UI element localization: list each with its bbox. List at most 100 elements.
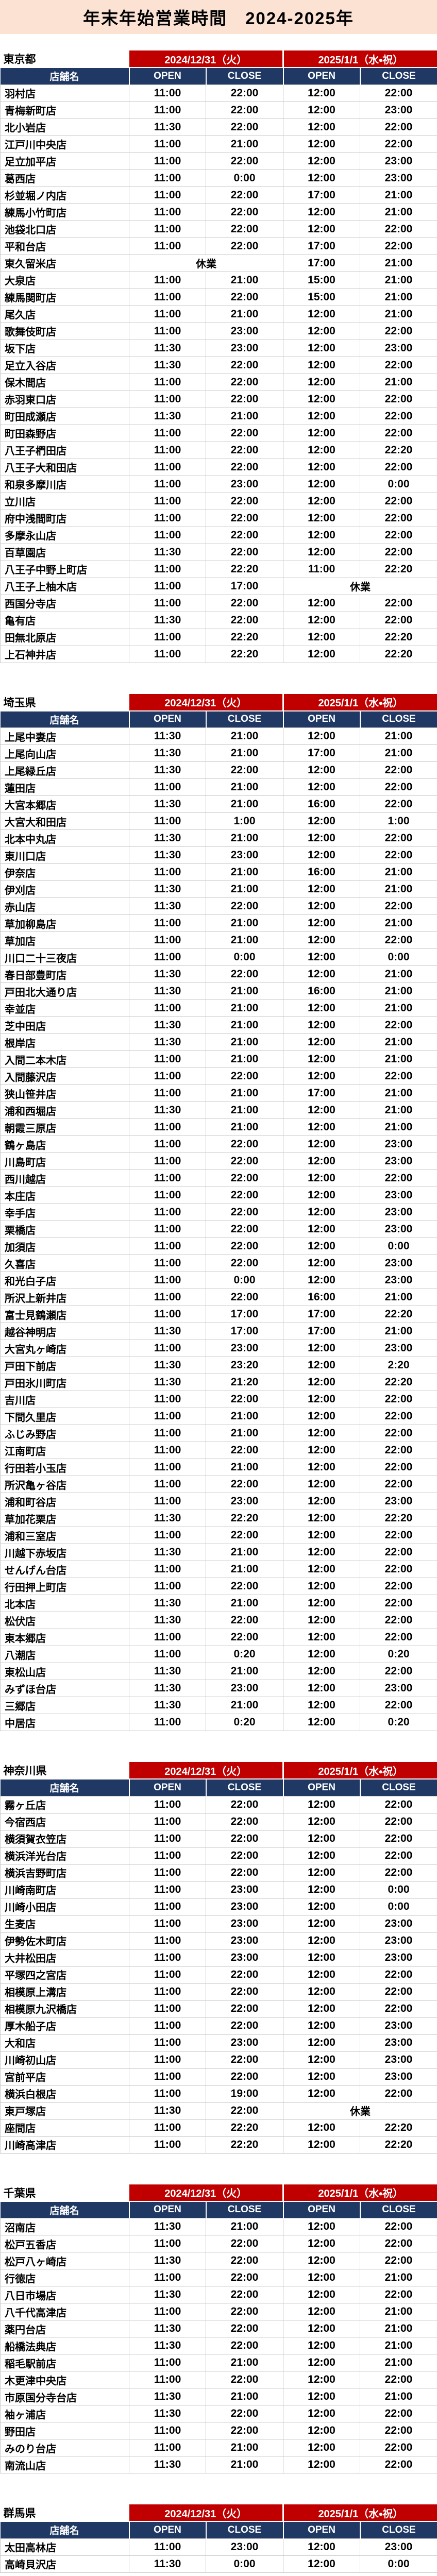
- close-time-jan1: 22:00: [360, 1425, 437, 1442]
- close-time-dec31: 21:00: [205, 778, 284, 796]
- column-header-open-dec31: OPEN: [128, 2200, 206, 2218]
- store-name: 青梅新町店: [0, 101, 129, 119]
- store-name: 所沢亀ヶ谷店: [0, 1476, 129, 1493]
- open-time-jan1: 12:00: [283, 169, 361, 187]
- table-row: 袖ヶ浦店 11:30 22:00 12:00 22:00: [0, 2405, 437, 2422]
- store-name: 田無北原店: [0, 628, 129, 646]
- table-row: 栗橋店 11:00 22:00 12:00 23:00: [0, 1221, 437, 1238]
- close-time-jan1: 22:00: [360, 2235, 437, 2252]
- close-time-jan1: 22:00: [360, 135, 437, 153]
- open-time-jan1: 12:00: [283, 1527, 361, 1544]
- store-name: 野田店: [0, 2422, 129, 2439]
- store-name: 入間藤沢店: [0, 1067, 129, 1085]
- open-time-dec31: 11:00: [129, 186, 206, 204]
- close-time-dec31: 22:00: [205, 2337, 284, 2354]
- open-time-jan1: 12:00: [283, 1101, 361, 1119]
- close-time-dec31: 22:00: [205, 1965, 284, 1984]
- open-time-dec31: 11:30: [129, 1663, 206, 1680]
- prefecture-label: 神奈川県: [0, 1762, 129, 1779]
- open-time-jan1: 12:00: [283, 1829, 361, 1848]
- store-name: 市原国分寺台店: [0, 2388, 129, 2405]
- table-row: 下間久里店 11:00 21:00 12:00 22:00: [0, 1408, 437, 1425]
- open-time-jan1: 12:00: [283, 322, 361, 340]
- close-time-dec31: 22:00: [205, 118, 284, 136]
- column-header-close-dec31: CLOSE: [205, 1778, 283, 1796]
- table-row: 平和台店 11:00 22:00 17:00 22:00: [0, 237, 437, 255]
- close-time-jan1: 22:00: [360, 1442, 437, 1459]
- close-time-jan1: 22:20: [360, 645, 437, 663]
- close-time-dec31: 22:00: [205, 2235, 284, 2252]
- store-name: 川島町店: [0, 1153, 129, 1170]
- store-name: 川崎初山店: [0, 2050, 129, 2069]
- table-row: 尾久店 11:00 21:00 12:00 21:00: [0, 305, 437, 323]
- table-row: 大和店 11:00 23:00 12:00 23:00: [0, 2033, 437, 2052]
- table-row: 足立入谷店 11:30 22:00 12:00 22:00: [0, 356, 437, 374]
- close-time-jan1: 21:00: [360, 2320, 437, 2337]
- close-time-dec31: 21:00: [205, 1408, 284, 1425]
- open-time-dec31: 11:30: [129, 761, 206, 779]
- store-name: 今宿西店: [0, 1812, 129, 1831]
- close-time-jan1: 22:00: [360, 1629, 437, 1646]
- open-time-dec31: 11:00: [129, 914, 206, 932]
- close-time-jan1: 21:00: [360, 2337, 437, 2354]
- store-name: 入間二本木店: [0, 1050, 129, 1068]
- close-time-jan1: 21:00: [360, 254, 437, 272]
- date-header-dec31: 2024/12/31（火）: [129, 1762, 283, 1779]
- store-name: 南流山店: [0, 2456, 129, 2473]
- open-time-jan1: 12:00: [283, 2555, 361, 2573]
- store-name: 川崎高津店: [0, 2136, 129, 2154]
- close-time-jan1: 22:20: [360, 1306, 437, 1323]
- open-time-jan1: 12:00: [283, 373, 361, 391]
- store-name: 足立加平店: [0, 152, 129, 170]
- store-name: 座間店: [0, 2119, 129, 2137]
- column-header-open-jan1: OPEN: [282, 67, 360, 84]
- open-time-dec31: 11:30: [129, 965, 206, 983]
- close-time-jan1: 0:00: [360, 1238, 437, 1255]
- store-name: 北本店: [0, 1595, 129, 1612]
- table-row: 春日部豊町店 11:30 22:00 12:00 21:00: [0, 965, 437, 983]
- close-time-dec31: 0:20: [205, 1646, 284, 1663]
- open-time-jan1: 12:00: [283, 1459, 361, 1476]
- close-time-jan1: 23:00: [360, 1931, 437, 1950]
- closed-cell-jan1: 休業: [283, 577, 437, 595]
- store-name: 江南町店: [0, 1442, 129, 1459]
- close-time-dec31: 22:00: [205, 424, 284, 442]
- open-time-dec31: 11:00: [129, 1931, 206, 1950]
- store-name: 伊奈店: [0, 863, 129, 881]
- prefecture-label: 群馬県: [0, 2504, 129, 2521]
- open-time-dec31: 11:30: [129, 744, 206, 762]
- table-row: 北本店 11:30 21:00 12:00 22:00: [0, 1595, 437, 1612]
- table-row: 沼南店 11:30 21:00 12:00 22:00: [0, 2218, 437, 2235]
- date-header-dec31: 2024/12/31（火）: [129, 2504, 283, 2521]
- close-time-jan1: 22:00: [360, 2252, 437, 2269]
- close-time-dec31: 22:00: [205, 1629, 284, 1646]
- close-time-jan1: 21:00: [360, 288, 437, 306]
- table-row: 大井松田店 11:00 23:00 12:00 23:00: [0, 1948, 437, 1967]
- close-time-dec31: 22:00: [205, 1153, 284, 1170]
- store-name: 横浜洋光台店: [0, 1846, 129, 1865]
- table-row: 鶴ヶ島店 11:00 22:00 12:00 23:00: [0, 1136, 437, 1153]
- store-name: 西川越店: [0, 1170, 129, 1187]
- open-time-dec31: 11:00: [129, 2538, 206, 2556]
- close-time-jan1: 22:00: [360, 778, 437, 796]
- table-row: 平塚四之宮店 11:00 22:00 12:00 22:00: [0, 1965, 437, 1984]
- close-time-dec31: 0:20: [205, 1714, 284, 1731]
- close-time-dec31: 22:00: [205, 1578, 284, 1595]
- close-time-dec31: 21:00: [205, 1101, 284, 1119]
- open-time-jan1: 12:00: [283, 2033, 361, 2052]
- open-time-jan1: 12:00: [283, 761, 361, 779]
- open-time-dec31: 11:00: [129, 2235, 206, 2252]
- column-header-close-dec31: CLOSE: [205, 2521, 283, 2538]
- store-name: 歌舞伎町店: [0, 322, 129, 340]
- open-time-dec31: 11:00: [129, 2119, 206, 2137]
- open-time-jan1: 12:00: [283, 475, 361, 493]
- open-time-jan1: 12:00: [283, 1136, 361, 1153]
- open-time-dec31: 11:00: [129, 1221, 206, 1238]
- close-time-jan1: 22:00: [360, 2218, 437, 2235]
- column-header-open-jan1: OPEN: [282, 2521, 360, 2538]
- store-name: 和光白子店: [0, 1272, 129, 1289]
- close-time-jan1: 22:00: [360, 795, 437, 813]
- table-row: 西川越店 11:00 22:00 12:00 22:00: [0, 1170, 437, 1187]
- open-time-jan1: 12:00: [283, 880, 361, 898]
- date-header-jan1: 2025/1/1（水・祝）: [282, 693, 437, 711]
